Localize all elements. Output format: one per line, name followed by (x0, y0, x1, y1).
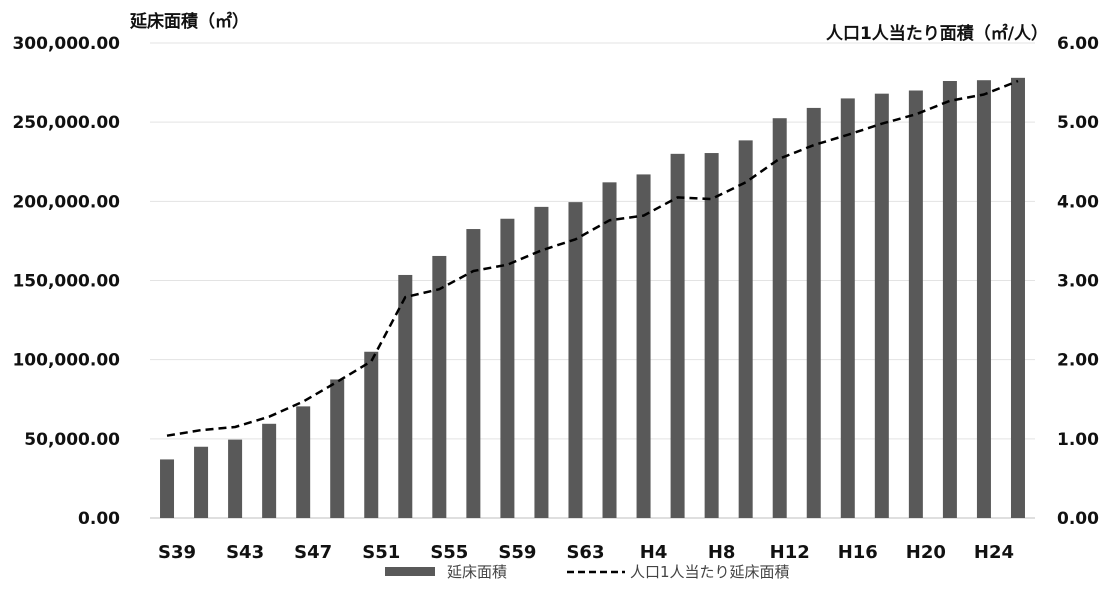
bar (262, 423, 277, 518)
x-tick-label: S51 (362, 542, 400, 563)
left-tick-label: 250,000.00 (12, 113, 120, 133)
right-tick-label: 2.00 (1057, 351, 1099, 371)
x-tick-label: S43 (226, 542, 264, 563)
bar (296, 406, 311, 518)
x-tick-label: S47 (294, 542, 332, 563)
bar (976, 80, 991, 518)
x-tick-label: S59 (498, 542, 536, 563)
bar (194, 446, 209, 518)
bar (568, 202, 583, 518)
right-tick-label: 3.00 (1057, 272, 1099, 292)
left-tick-label: 150,000.00 (12, 272, 120, 292)
bar (432, 255, 447, 519)
bar (874, 93, 889, 519)
x-tick-label: H20 (906, 542, 946, 563)
bar (500, 218, 515, 518)
right-tick-label: 4.00 (1057, 192, 1099, 212)
bar (534, 206, 549, 518)
bar (942, 81, 957, 518)
bar (840, 98, 855, 519)
x-tick-label: S63 (566, 542, 604, 563)
x-tick-label: H16 (838, 542, 878, 563)
left-tick-label: 200,000.00 (12, 192, 120, 212)
bar (738, 140, 753, 518)
right-tick-label: 0.00 (1057, 509, 1099, 529)
right-axis-ticks: 0.00 1.00 2.00 3.00 4.00 5.00 6.00 (1057, 34, 1099, 529)
per-capita-line (166, 79, 1019, 437)
right-tick-label: 1.00 (1057, 430, 1099, 450)
right-tick-label: 5.00 (1057, 113, 1099, 133)
bar (602, 182, 617, 519)
right-tick-label: 6.00 (1057, 34, 1099, 54)
left-tick-label: 0.00 (78, 509, 120, 529)
bar (772, 118, 787, 518)
left-tick-label: 50,000.00 (24, 430, 120, 450)
right-axis-title: 人口1人当たり面積（㎡/人） (826, 23, 1048, 44)
bar (228, 439, 243, 518)
x-tick-label: H8 (708, 542, 736, 563)
bar (908, 90, 923, 518)
legend-line-label: 人口1人当たり延床面積 (630, 563, 790, 581)
line-series-per-capita (166, 79, 1019, 437)
bar (398, 274, 413, 518)
x-tick-label: S55 (430, 542, 468, 563)
bar (160, 459, 175, 518)
x-tick-label: H12 (770, 542, 810, 563)
x-tick-label: H4 (640, 542, 668, 563)
x-axis-ticks: S39 S43 S47 S51 S55 S59 S63 H4 H8 H12 H16 H20 H24 (158, 542, 1014, 563)
left-tick-label: 100,000.00 (12, 351, 120, 371)
bar (330, 379, 345, 518)
legend: 延床面積 人口1人当たり延床面積 (385, 563, 790, 581)
bar (670, 153, 685, 519)
bar-series-floor-area (160, 77, 1025, 519)
left-axis-ticks: 0.00 50,000.00 100,000.00 150,000.00 200,000… (12, 34, 120, 529)
x-tick-label: H24 (974, 542, 1014, 563)
bar (364, 351, 379, 518)
bar (704, 153, 719, 518)
gridlines (150, 42, 1035, 519)
x-tick-label: S39 (158, 542, 196, 563)
left-axis-title: 延床面積（㎡） (129, 11, 249, 32)
left-tick-label: 300,000.00 (12, 34, 120, 54)
bar (466, 229, 481, 518)
bar (636, 174, 651, 518)
bar (1010, 77, 1025, 518)
legend-bar-label: 延床面積 (447, 563, 507, 581)
bar (806, 107, 821, 519)
legend-bar-swatch (385, 567, 435, 576)
